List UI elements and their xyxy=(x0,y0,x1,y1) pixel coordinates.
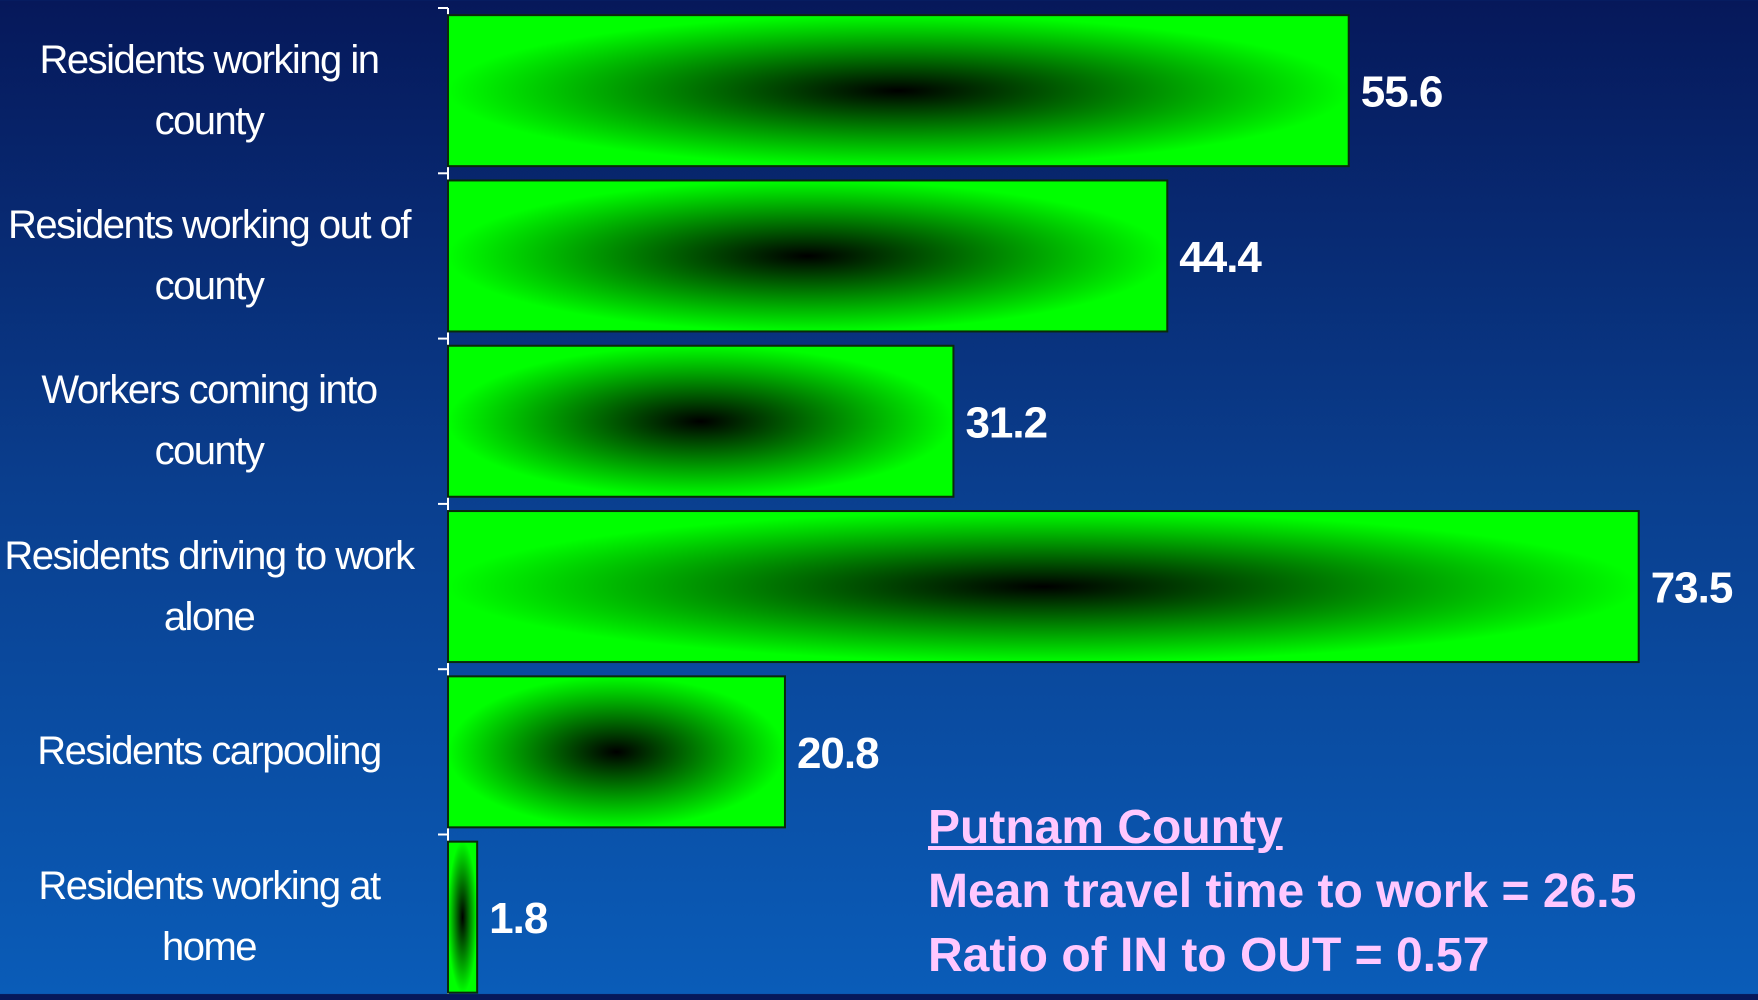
value-label: 44.4 xyxy=(1179,233,1262,282)
annotation: Ratio of IN to OUT = 0.57 xyxy=(928,929,1490,982)
category-label: Residents working out of county xyxy=(7,202,412,308)
bar xyxy=(447,675,786,829)
value-label: 1.8 xyxy=(489,894,548,943)
category-label: Residents working at home xyxy=(38,864,381,970)
value-label: 31.2 xyxy=(965,398,1047,447)
bar xyxy=(447,344,955,498)
category-label: Workers coming into county xyxy=(41,368,378,474)
bar xyxy=(447,14,1350,168)
category-label: Residents driving to work alone xyxy=(4,533,415,639)
bar xyxy=(447,179,1169,333)
value-label: 55.6 xyxy=(1361,68,1443,117)
annotation-title: Putnam County xyxy=(928,801,1283,854)
annotation: Mean travel time to work = 26.5 xyxy=(928,865,1637,918)
category-label: Residents carpooling xyxy=(37,729,382,774)
bar xyxy=(447,840,479,994)
value-label: 20.8 xyxy=(797,729,879,778)
value-label: 73.5 xyxy=(1651,564,1733,613)
bar xyxy=(447,510,1640,664)
category-label: Residents working in county xyxy=(39,37,380,143)
